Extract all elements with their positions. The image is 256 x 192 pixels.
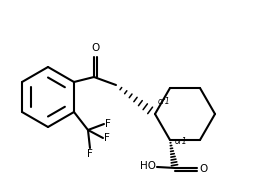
Text: F: F xyxy=(105,119,111,129)
Text: or1: or1 xyxy=(175,137,188,146)
Text: or1: or1 xyxy=(158,97,171,106)
Text: HO: HO xyxy=(140,161,156,171)
Text: F: F xyxy=(104,133,110,143)
Text: F: F xyxy=(87,149,93,159)
Text: O: O xyxy=(199,165,207,175)
Text: O: O xyxy=(91,43,100,53)
